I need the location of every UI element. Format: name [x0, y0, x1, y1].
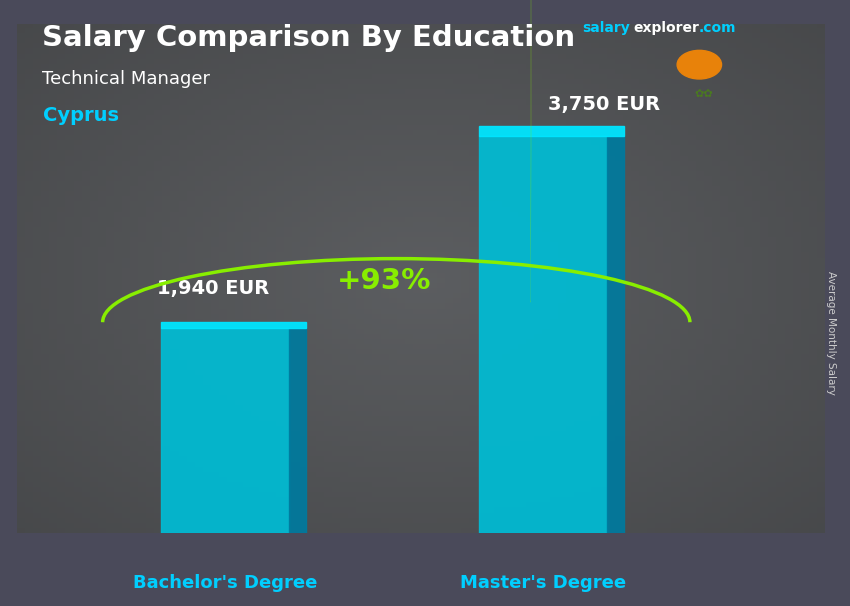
Text: Bachelor's Degree: Bachelor's Degree — [133, 573, 317, 591]
Text: .com: .com — [699, 21, 736, 35]
Text: Master's Degree: Master's Degree — [460, 573, 626, 591]
Text: Cyprus: Cyprus — [42, 106, 118, 125]
Bar — [607, 136, 624, 533]
Ellipse shape — [677, 50, 722, 79]
Bar — [289, 327, 306, 533]
Bar — [162, 322, 306, 327]
Text: Salary Comparison By Education: Salary Comparison By Education — [42, 24, 575, 52]
Bar — [479, 136, 607, 533]
Text: Technical Manager: Technical Manager — [42, 70, 211, 88]
Text: +93%: +93% — [337, 267, 431, 295]
Text: ✿✿: ✿✿ — [694, 89, 713, 99]
Bar — [162, 327, 289, 533]
Text: salary: salary — [582, 21, 630, 35]
Text: 1,940 EUR: 1,940 EUR — [156, 279, 269, 298]
Text: explorer: explorer — [633, 21, 699, 35]
Text: 3,750 EUR: 3,750 EUR — [548, 95, 660, 115]
Text: Average Monthly Salary: Average Monthly Salary — [826, 271, 836, 395]
Bar — [479, 125, 624, 136]
